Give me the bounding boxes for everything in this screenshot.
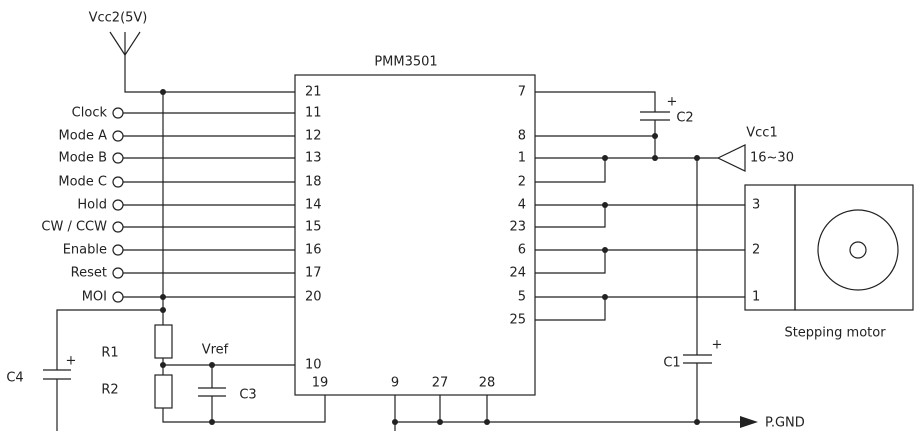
input-terminal: [112, 199, 124, 211]
input-label: Enable: [63, 243, 107, 258]
supply-label: Vcc2(5V): [89, 11, 148, 26]
pin-number: 7: [518, 85, 526, 100]
vref-label: Vref: [202, 343, 229, 358]
input-terminal: [112, 130, 124, 142]
input-label: Mode C: [58, 175, 107, 190]
input-label: Mode B: [59, 151, 107, 166]
input-label: Clock: [72, 106, 108, 121]
pin-number: 5: [518, 290, 526, 305]
pin-number: 18: [305, 175, 322, 190]
pin-number: 2: [518, 175, 526, 190]
motor-pin: 3: [752, 198, 760, 213]
pin-number: 28: [479, 376, 496, 391]
pin-number: 13: [305, 151, 322, 166]
pin-number: 20: [305, 290, 322, 305]
pin-number: 4: [518, 198, 526, 213]
pin-number: 16: [305, 243, 322, 258]
ground-label: P.GND: [765, 416, 805, 431]
pin-number: 11: [305, 106, 322, 121]
pin-number: 24: [509, 266, 526, 281]
input-terminal: [112, 291, 124, 303]
component-label: R2: [101, 383, 118, 398]
input-label: CW / CCW: [41, 220, 107, 235]
input-terminal: [112, 107, 124, 119]
motor-body: [794, 184, 914, 311]
component-label: C3: [239, 388, 256, 403]
pin-number: 15: [305, 220, 322, 235]
pin-number: 9: [391, 376, 399, 391]
pin-number: 27: [432, 376, 449, 391]
pin-number: 23: [509, 220, 526, 235]
pin-number: 1: [518, 151, 526, 166]
pin-number: 12: [305, 129, 322, 144]
input-terminal: [112, 267, 124, 279]
input-label: Reset: [71, 266, 107, 281]
pin-number: 8: [518, 129, 526, 144]
pin-number: 25: [509, 313, 526, 328]
wires: [43, 31, 914, 431]
input-terminal: [112, 152, 124, 164]
resistor: [154, 374, 173, 409]
motor-label: Stepping motor: [784, 326, 886, 341]
input-label: MOI: [82, 290, 107, 305]
component-label: C1: [663, 356, 680, 371]
motor-pin: 2: [752, 243, 760, 258]
polarity-mark: +: [712, 338, 723, 353]
supply-range: 16~30: [750, 151, 794, 166]
polarity-mark: +: [66, 354, 77, 369]
component-label: C2: [676, 111, 693, 126]
polarity-mark: +: [667, 95, 678, 110]
input-label: Hold: [77, 198, 107, 213]
junctions: [160, 89, 700, 425]
input-label: Mode A: [59, 129, 108, 144]
pin-number: 19: [312, 376, 329, 391]
resistor: [154, 324, 173, 359]
component-label: R1: [101, 346, 118, 361]
input-terminal: [112, 221, 124, 233]
pin-number: 21: [305, 85, 322, 100]
pin-number: 14: [305, 198, 322, 213]
pin-number: 10: [305, 358, 322, 373]
supply-label: Vcc1: [746, 126, 777, 141]
input-terminal: [112, 176, 124, 188]
input-terminal: [112, 244, 124, 256]
component-label: C4: [6, 371, 23, 386]
pin-number: 17: [305, 266, 322, 281]
motor-pin: 1: [752, 290, 760, 305]
ic-body: [294, 74, 536, 396]
chip-name: PMM3501: [374, 55, 437, 70]
pin-number: 6: [518, 243, 526, 258]
